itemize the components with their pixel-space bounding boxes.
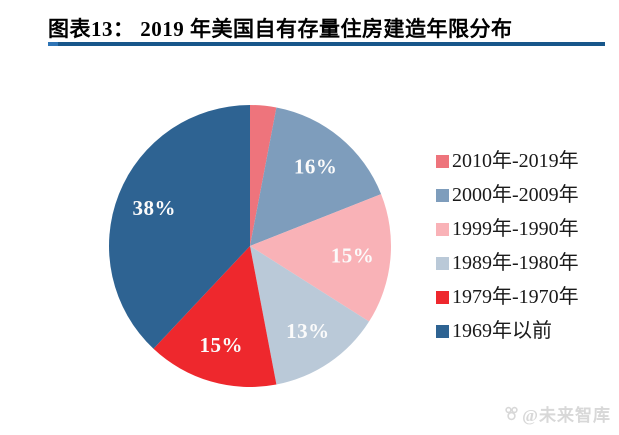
pie-slice xyxy=(109,105,250,349)
legend-swatch xyxy=(436,223,449,236)
legend-item: 1989年-1980年 xyxy=(436,252,579,275)
legend-swatch xyxy=(436,155,449,168)
legend-label: 1999年-1990年 xyxy=(452,218,579,240)
pie-chart: 16% 15% 13% 15% 38% xyxy=(109,105,392,387)
pie-slice-label: 15% xyxy=(200,333,244,357)
legend-item: 2000年-2009年 xyxy=(436,184,579,207)
watermark: @未来智库 xyxy=(504,401,611,426)
watermark-text: @未来智库 xyxy=(522,406,611,425)
legend-swatch xyxy=(436,325,449,338)
pie-slice-label: 13% xyxy=(286,319,330,343)
legend-label: 2010年-2019年 xyxy=(452,150,579,172)
title-underline xyxy=(48,42,605,46)
legend: 2010年-2019年 2000年-2009年 1999年-1990年 1989年-1… xyxy=(436,150,579,343)
legend-label: 1969年以前 xyxy=(452,320,552,342)
pie-slice xyxy=(250,194,392,322)
pie-slice xyxy=(250,107,382,246)
legend-swatch xyxy=(436,257,449,270)
pie-slice xyxy=(250,105,277,246)
pie-slice-label: 16% xyxy=(294,155,338,179)
legend-label: 2000年-2009年 xyxy=(452,184,579,206)
legend-item: 1969年以前 xyxy=(436,320,579,343)
legend-swatch xyxy=(436,189,449,202)
pie-slice xyxy=(250,246,370,385)
brand-logo-icon xyxy=(505,406,518,421)
figure-title: 图表13： 2019 年美国自有存量住房建造年限分布 xyxy=(48,17,513,41)
legend-item: 1979年-1970年 xyxy=(436,286,579,309)
legend-swatch xyxy=(436,291,449,304)
legend-item: 1999年-1990年 xyxy=(436,218,579,241)
legend-label: 1979年-1970年 xyxy=(452,286,579,308)
pie-slice-label: 15% xyxy=(331,244,375,268)
pie-slice xyxy=(153,246,277,387)
legend-label: 1989年-1980年 xyxy=(452,252,579,274)
pie-slice-label: 38% xyxy=(133,196,177,220)
legend-item: 2010年-2019年 xyxy=(436,150,579,173)
